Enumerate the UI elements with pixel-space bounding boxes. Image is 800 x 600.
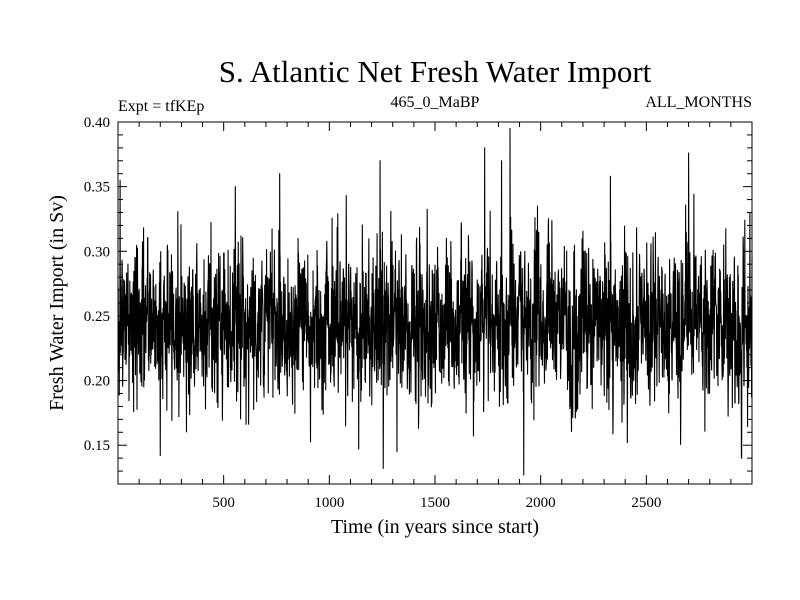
y-tick-label: 0.40 — [84, 115, 110, 131]
y-tick-label: 0.30 — [84, 244, 110, 260]
y-tick-label: 0.20 — [84, 374, 110, 390]
axis-tick-labels: 500 1000 1500 2000 2500 0.15 0.20 0.25 0.30 0.35 0… — [84, 115, 662, 511]
period-label: 465_0_MaBP — [391, 94, 480, 111]
data-line-layer — [117, 127, 753, 476]
x-tick-label: 1000 — [314, 495, 344, 511]
plot-frame — [117, 121, 753, 485]
x-tick-label: 2000 — [526, 495, 556, 511]
experiment-label: Expt = tfKEp — [118, 98, 204, 115]
months-label: ALL_MONTHS — [645, 94, 752, 111]
x-tick-label: 2500 — [631, 495, 661, 511]
y-tick-label: 0.15 — [84, 438, 110, 454]
y-tick-label: 0.25 — [84, 309, 110, 325]
series-line — [117, 127, 753, 476]
chart-title: S. Atlantic Net Fresh Water Import — [219, 54, 652, 89]
axis-ticks — [118, 122, 752, 484]
x-axis-label: Time (in years since start) — [331, 516, 539, 538]
x-tick-label: 500 — [212, 495, 235, 511]
y-axis-label: Fresh Water Import (in Sv) — [46, 195, 68, 411]
x-tick-label: 1500 — [420, 495, 450, 511]
y-tick-label: 0.35 — [84, 180, 110, 196]
